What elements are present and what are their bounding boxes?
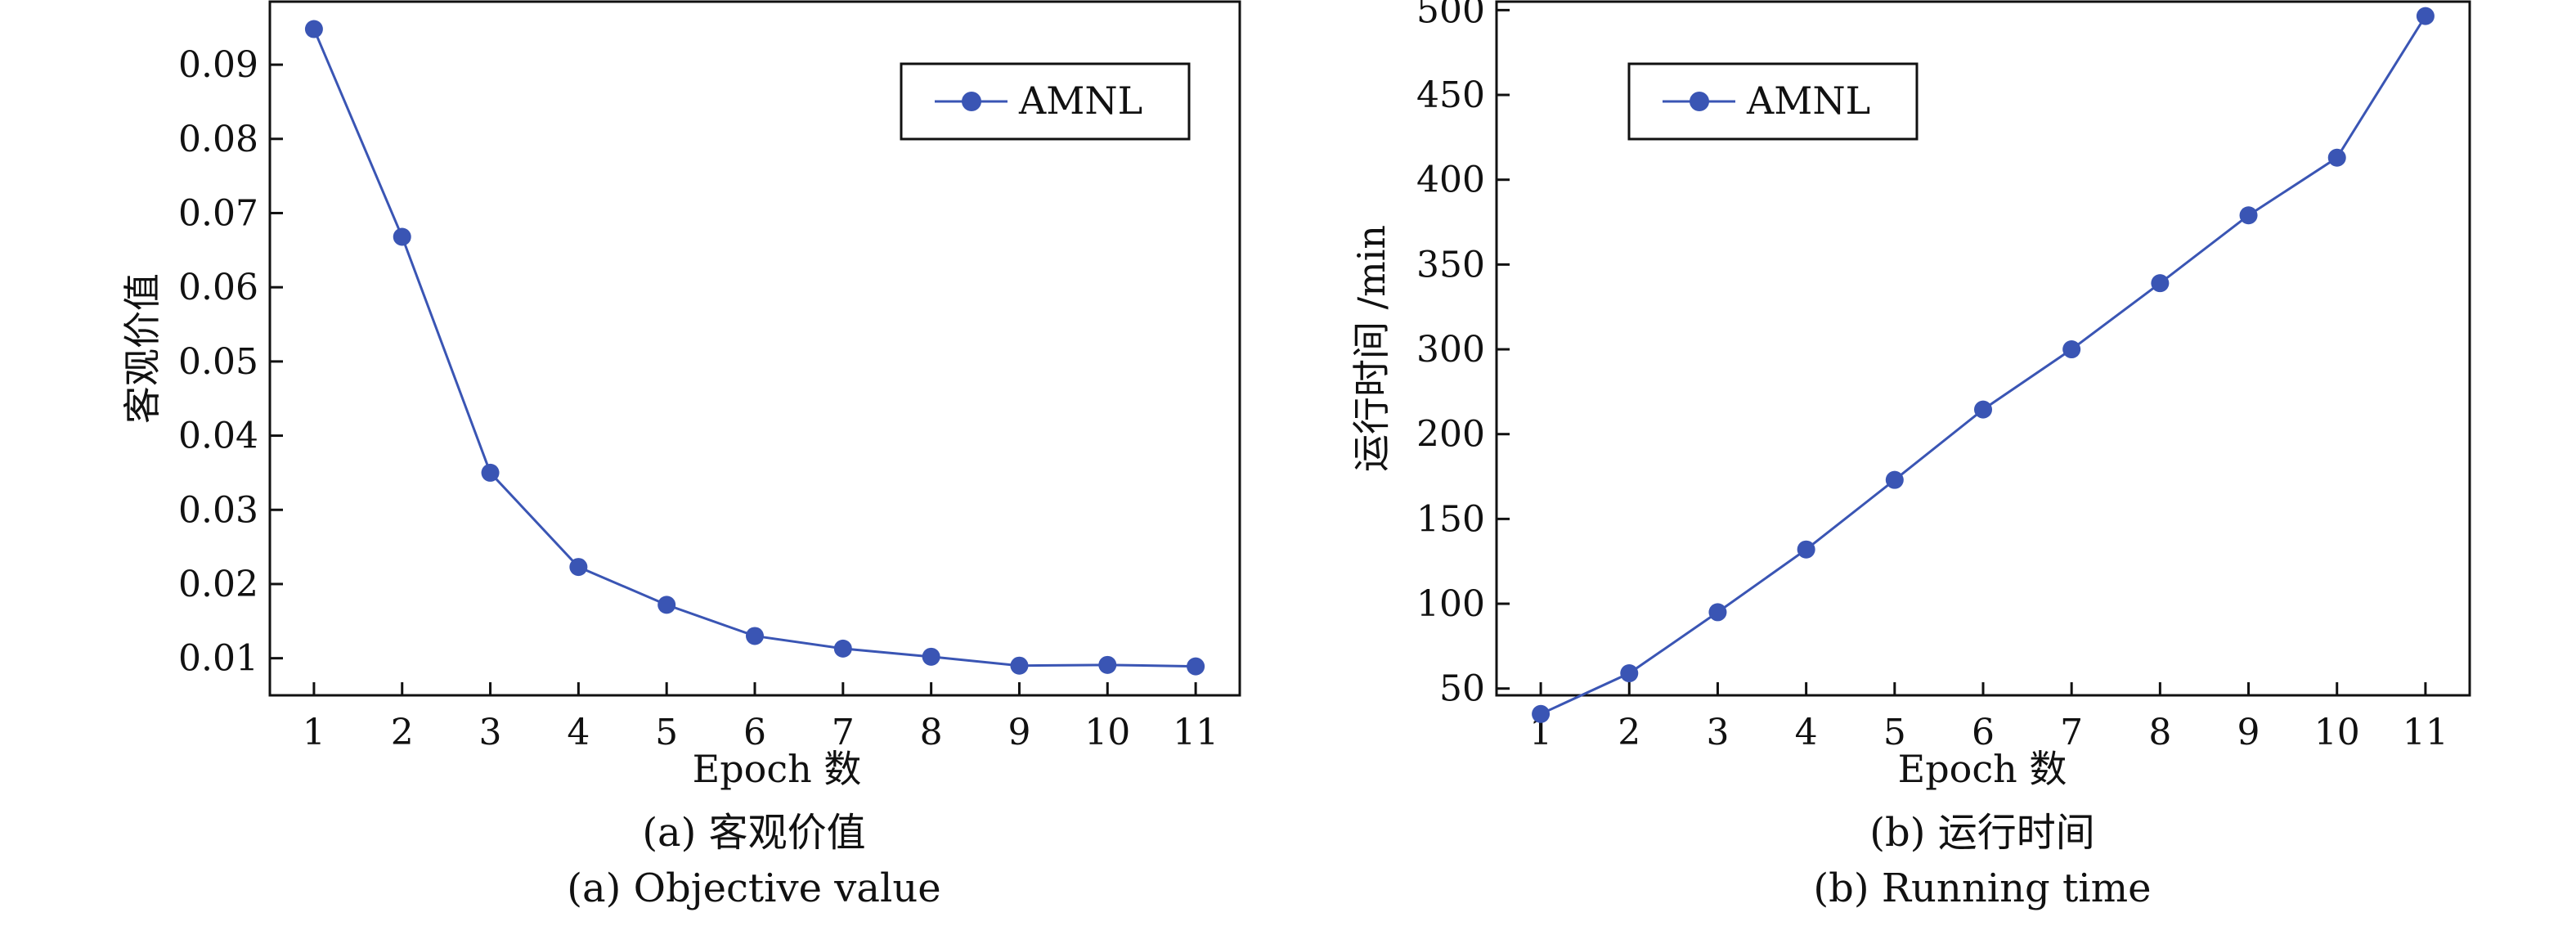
data-point-b-9 bbox=[2239, 206, 2258, 225]
x-tick-label-b: 6 bbox=[1972, 712, 1995, 753]
y-tick-label-a: 0.03 bbox=[178, 489, 258, 531]
y-tick-label-b: 350 bbox=[1416, 244, 1485, 285]
x-tick-label-a: 1 bbox=[303, 712, 325, 753]
x-tick-label-b: 10 bbox=[2314, 712, 2360, 753]
legend-label-b: AMNL bbox=[1746, 79, 1870, 123]
x-tick-label-a: 11 bbox=[1173, 712, 1218, 753]
data-point-a-5 bbox=[657, 596, 676, 614]
chart-objective-value: 1 2 3 4 5 6 7 8 9 10 11 0.01 0.02 0.03 0.04 0.05 0.06 0.0… bbox=[120, 0, 1241, 911]
y-tick-label-a: 0.02 bbox=[178, 564, 258, 605]
y-tick-label-a: 0.08 bbox=[178, 119, 258, 160]
x-tick-label-a: 9 bbox=[1008, 712, 1030, 753]
x-tick-label-a: 7 bbox=[832, 712, 855, 753]
y-tick-label-b: 400 bbox=[1416, 160, 1485, 201]
legend-a: AMNL bbox=[900, 62, 1191, 141]
legend-marker-b bbox=[1690, 92, 1709, 111]
x-axis-label-b: Epoch 数 bbox=[1898, 747, 2067, 791]
data-point-a-8 bbox=[922, 647, 940, 666]
data-point-a-2 bbox=[393, 227, 411, 246]
data-point-a-7 bbox=[833, 639, 852, 658]
x-tick-label-a: 5 bbox=[655, 712, 678, 753]
chart-running-time: 1 2 3 4 5 6 7 8 9 10 1150100150200300350400450500 … bbox=[1349, 0, 2471, 911]
y-tick-label-a: 0.04 bbox=[178, 416, 258, 457]
y-tick-label-a: 0.05 bbox=[178, 341, 258, 383]
series-b bbox=[1532, 7, 2435, 723]
x-tick-label-a: 2 bbox=[391, 712, 414, 753]
caption-en-b: (b) Running time bbox=[1813, 865, 2151, 911]
y-tick-label-a: 0.06 bbox=[178, 267, 258, 308]
y-tick-label-b: 200 bbox=[1416, 414, 1485, 456]
x-tick-label-a: 3 bbox=[479, 712, 502, 753]
data-point-a-9 bbox=[1010, 656, 1029, 675]
y-tick-label-b: 450 bbox=[1416, 74, 1485, 116]
x-tick-label-b: 9 bbox=[2237, 712, 2260, 753]
data-point-a-10 bbox=[1098, 655, 1117, 674]
x-tick-label-a: 10 bbox=[1084, 712, 1130, 753]
x-tick-label-b: 5 bbox=[1883, 712, 1906, 753]
data-point-b-7 bbox=[2062, 340, 2081, 359]
x-tick-label-b: 7 bbox=[2060, 712, 2083, 753]
y-tick-label-b: 150 bbox=[1416, 498, 1485, 540]
data-point-b-10 bbox=[2327, 148, 2346, 167]
data-point-b-4 bbox=[1797, 540, 1815, 559]
caption-cn-a: (a) 客观价值 bbox=[642, 810, 865, 856]
y-axis-label-a: 客观价值 bbox=[120, 273, 164, 424]
caption-en-a: (a) Objective value bbox=[567, 865, 940, 911]
data-point-b-3 bbox=[1708, 603, 1727, 622]
data-point-a-4 bbox=[569, 558, 588, 577]
legend-b: AMNL bbox=[1627, 62, 1919, 141]
legend-marker-a bbox=[962, 92, 981, 111]
x-tick-label-b: 8 bbox=[2148, 712, 2171, 753]
data-point-a-11 bbox=[1187, 657, 1205, 676]
data-point-b-1 bbox=[1532, 704, 1551, 723]
y-tick-label-a: 0.09 bbox=[178, 44, 258, 86]
x-tick-label-b: 3 bbox=[1706, 712, 1729, 753]
y-tick-label-b: 50 bbox=[1439, 668, 1485, 710]
ticks-a: 1 2 3 4 5 6 7 8 9 10 11 0.01 0.02 0.03 0.04 0.05 0.06 0.0… bbox=[178, 44, 1218, 753]
data-point-a-3 bbox=[481, 463, 500, 482]
data-point-b-8 bbox=[2151, 274, 2170, 293]
y-tick-label-a: 0.01 bbox=[178, 638, 258, 680]
legend-label-a: AMNL bbox=[1018, 79, 1142, 123]
x-tick-label-a: 6 bbox=[743, 712, 766, 753]
y-tick-label-b: 100 bbox=[1416, 583, 1485, 625]
y-tick-label-b: 300 bbox=[1416, 329, 1485, 371]
y-tick-label-a: 0.07 bbox=[178, 192, 258, 234]
data-point-a-1 bbox=[304, 20, 323, 38]
data-point-b-2 bbox=[1620, 664, 1639, 683]
x-tick-label-a: 4 bbox=[567, 712, 590, 753]
x-tick-label-b: 2 bbox=[1618, 712, 1640, 753]
x-tick-label-b: 4 bbox=[1795, 712, 1818, 753]
data-point-b-11 bbox=[2416, 7, 2435, 25]
data-point-a-6 bbox=[746, 627, 764, 645]
y-tick-label-b: 500 bbox=[1416, 0, 1485, 31]
caption-cn-b: (b) 运行时间 bbox=[1869, 810, 2094, 856]
data-point-b-5 bbox=[1885, 470, 1904, 489]
x-tick-label-b: 11 bbox=[2403, 712, 2448, 753]
series-a bbox=[304, 20, 1205, 676]
x-tick-label-a: 8 bbox=[920, 712, 943, 753]
x-axis-label-a: Epoch 数 bbox=[693, 747, 862, 791]
y-axis-label-b: 运行时间 /min bbox=[1349, 225, 1393, 472]
data-point-b-6 bbox=[1974, 400, 1992, 419]
